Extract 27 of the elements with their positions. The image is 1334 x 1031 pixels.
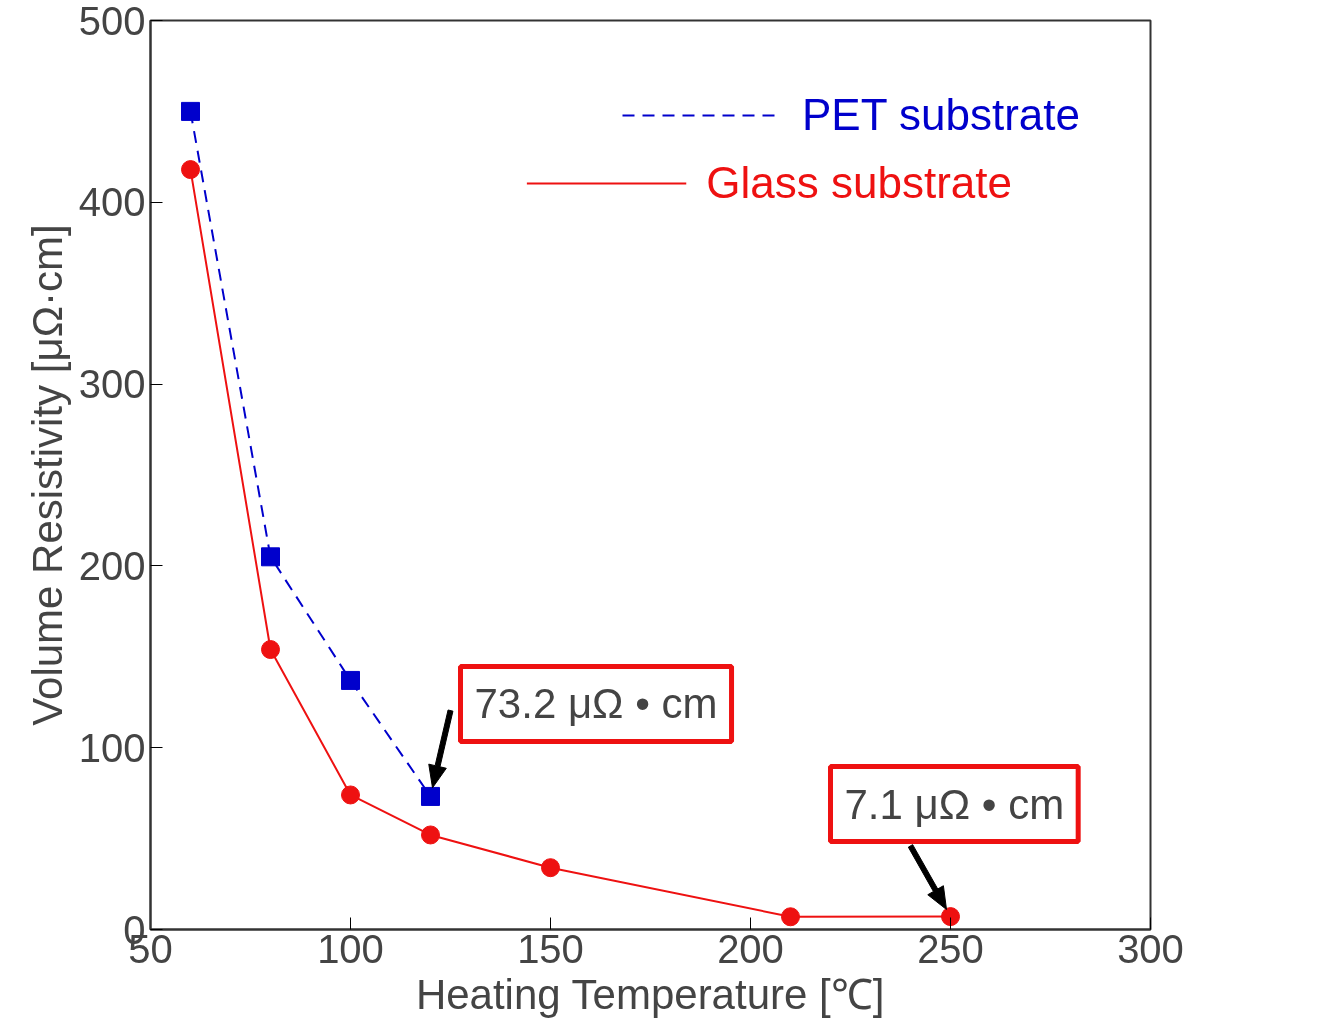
annotation: 7.1 μΩ • cm: [844, 780, 1065, 828]
x-tick-label: 100: [317, 926, 384, 971]
y-tick-label: 300: [78, 362, 146, 407]
y-tick-label: 100: [78, 725, 146, 770]
x-tick-label: 250: [917, 926, 984, 971]
point: [421, 786, 440, 806]
point: [781, 907, 800, 927]
point: [341, 785, 360, 805]
point: [341, 670, 360, 690]
y-axis-title: Volume Resistivity [μΩ·cm]: [23, 224, 71, 726]
x-tick-label: 150: [517, 926, 584, 971]
y-tick-label: 200: [78, 543, 146, 588]
y-tick-label: 500: [78, 0, 146, 43]
point: [181, 160, 200, 180]
point: [541, 858, 560, 878]
annotation: 73.2 μΩ • cm: [474, 680, 718, 728]
legend-label: Glass substrate: [706, 158, 1012, 208]
x-tick-label: 300: [1117, 926, 1184, 971]
point: [421, 825, 440, 845]
x-tick-label: 200: [717, 926, 784, 971]
legend-label: PET substrate: [802, 90, 1080, 140]
y-tick-label: 400: [78, 180, 146, 225]
point: [941, 907, 960, 927]
point: [261, 640, 280, 660]
x-axis-title: Heating Temperature [℃]: [415, 970, 885, 1018]
point: [261, 547, 280, 567]
point: [181, 101, 200, 121]
